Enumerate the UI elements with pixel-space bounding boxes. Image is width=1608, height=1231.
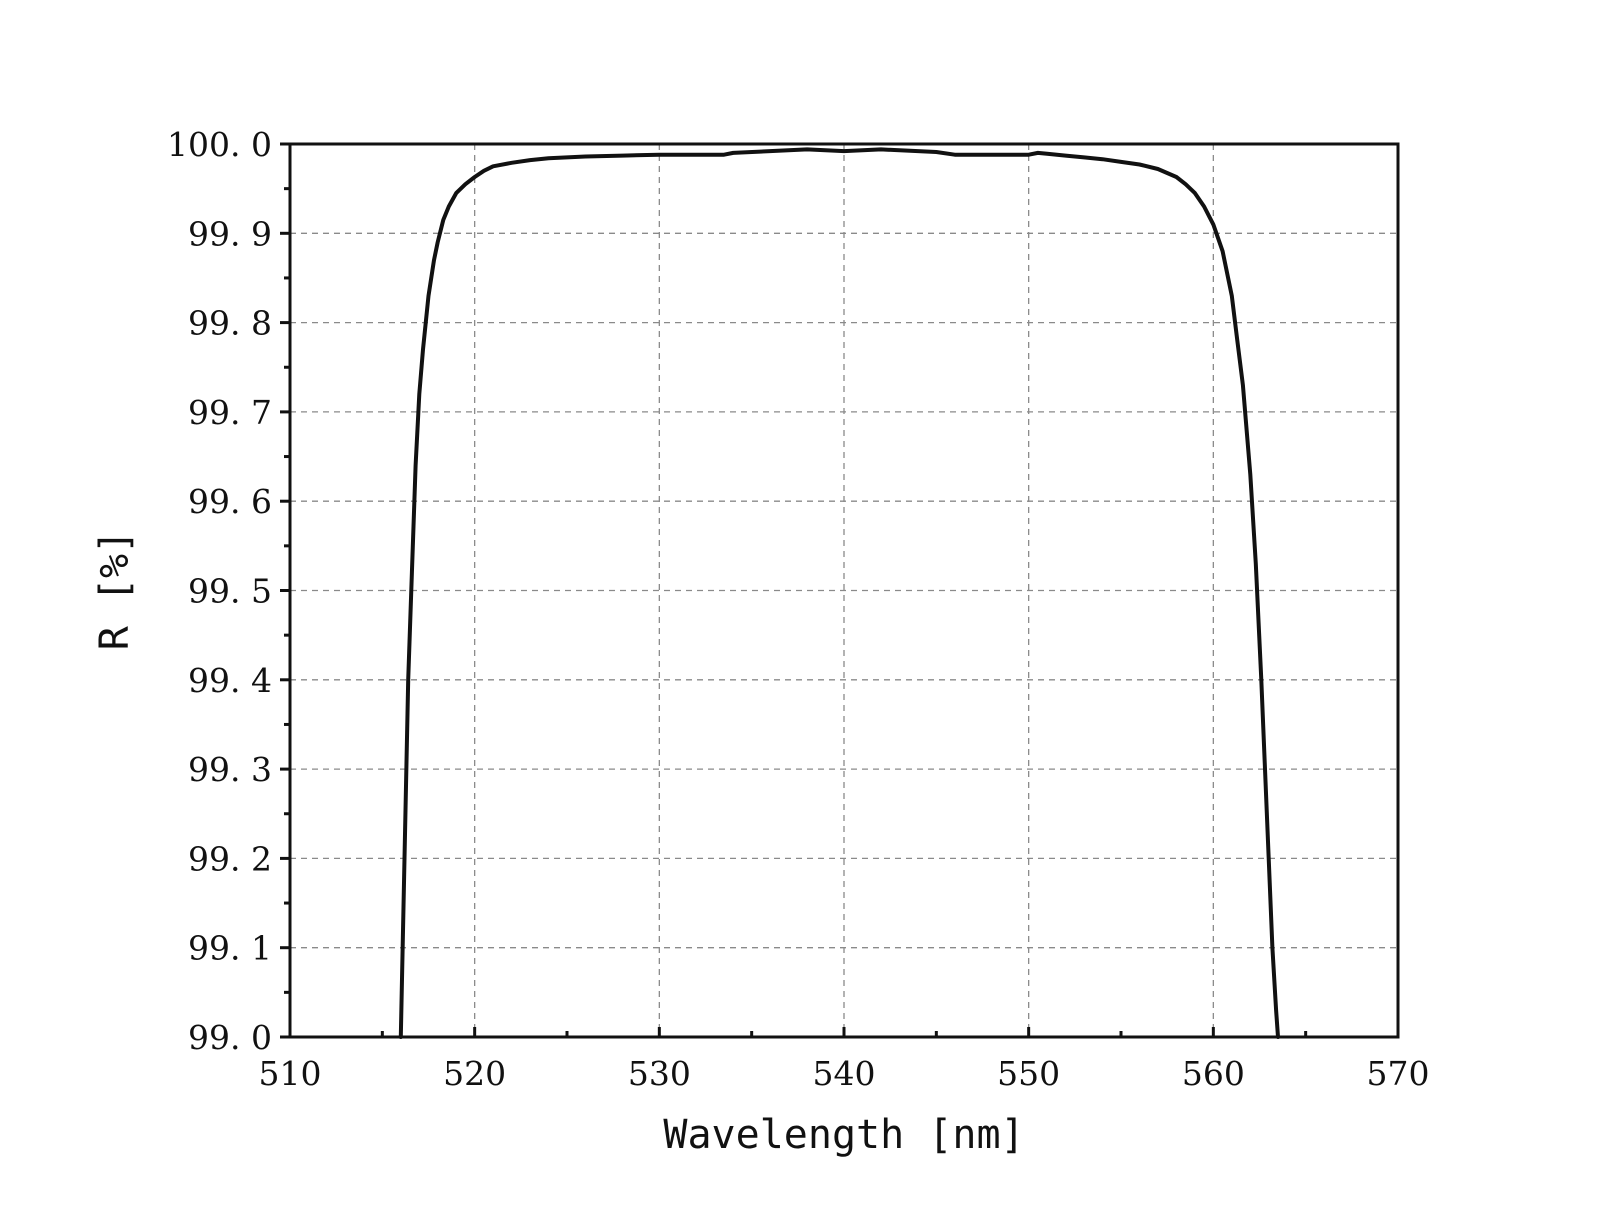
y-tick-label: 99. 7 xyxy=(188,393,272,432)
y-tick-label: 99. 0 xyxy=(188,1018,272,1057)
y-tick-label: 100. 0 xyxy=(167,125,272,164)
y-tick-label: 99. 3 xyxy=(188,750,272,789)
x-tick-label: 570 xyxy=(1367,1054,1430,1093)
y-tick-label: 99. 4 xyxy=(188,661,272,700)
plot-frame xyxy=(288,142,1400,1039)
y-tick-label: 99. 2 xyxy=(188,839,272,878)
y-tick-label: 99. 6 xyxy=(188,482,272,521)
series-layer xyxy=(398,147,1280,1039)
x-tick-label: 520 xyxy=(443,1054,506,1093)
x-tick-label: 560 xyxy=(1182,1054,1245,1093)
y-tick-labels: 99. 0 99. 1 99. 2 99. 3 99. 4 99. 5 99. 6 99. 7… xyxy=(167,125,272,1057)
x-axis-title: Wavelength [nm] xyxy=(663,1112,1024,1158)
y-tick-label: 99. 1 xyxy=(188,929,272,968)
x-tick-labels: 510 520 530 540 550 560 570 xyxy=(259,1054,1430,1093)
grid-lines xyxy=(290,144,1398,1037)
x-tick-label: 550 xyxy=(997,1054,1060,1093)
y-axis-title: R [%] xyxy=(92,530,138,650)
x-tick-label: 540 xyxy=(813,1054,876,1093)
x-tick-label: 530 xyxy=(628,1054,691,1093)
y-tick-label: 99. 9 xyxy=(188,214,272,253)
reflectance-curve xyxy=(398,147,1280,1039)
y-tick-label: 99. 5 xyxy=(188,572,272,611)
y-tick-label: 99. 8 xyxy=(188,304,272,343)
x-tick-label: 510 xyxy=(259,1054,322,1093)
